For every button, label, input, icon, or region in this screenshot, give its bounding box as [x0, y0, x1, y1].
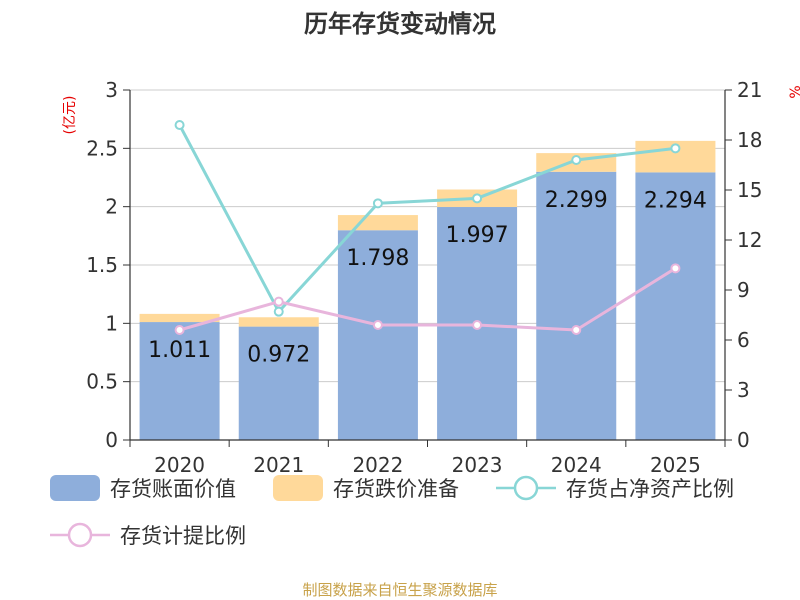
grid — [130, 89, 725, 441]
bar-impairment — [238, 317, 319, 327]
line-point — [472, 193, 483, 204]
line-point — [174, 120, 185, 130]
line-point — [372, 320, 383, 330]
right-tick-label: 9 — [737, 278, 750, 302]
right-tick-label: 6 — [737, 328, 750, 352]
right-axis-unit: % — [788, 85, 800, 98]
line-point — [472, 320, 483, 330]
bar-book-value — [337, 230, 418, 440]
x-tick-label: 2025 — [650, 453, 701, 477]
line-point — [273, 296, 284, 307]
right-tick-label: 21 — [737, 78, 762, 102]
line-provision-ratio — [179, 267, 677, 332]
legend-label: 存货计提比例 — [120, 524, 246, 548]
line-point — [670, 143, 681, 154]
x-tick-label: 2024 — [551, 453, 602, 477]
bar-value-label: 0.972 — [247, 343, 310, 368]
line-point — [571, 325, 582, 335]
bar-book-value — [536, 171, 617, 441]
legend-label: 存货账面价值 — [110, 477, 236, 501]
line-point — [174, 325, 185, 335]
x-tick-label: 2020 — [154, 453, 205, 477]
x-tick-label: 2021 — [253, 453, 304, 477]
bar-value-label: 2.299 — [545, 188, 608, 213]
legend-label: 存货跌价准备 — [333, 477, 459, 501]
line-inventory-ratio — [178, 124, 676, 315]
bar-value-label: 2.294 — [644, 188, 707, 213]
left-tick-label: 1 — [105, 311, 118, 335]
bar-value-label: 1.011 — [148, 338, 211, 363]
axes: 0 0.5 1 1.5 2 2.5 3 0 3 6 9 12 15 18 21 2020 2021 2022 202… — [86, 78, 762, 477]
left-tick-label: 0 — [105, 428, 118, 452]
left-tick-label: 0.5 — [86, 370, 118, 394]
bar-impairment — [139, 313, 220, 323]
data-labels: 1.011 0.972 1.798 1.997 2.299 2.294 — [148, 188, 707, 368]
bar-book-value — [635, 172, 716, 440]
line-point — [273, 306, 284, 317]
left-tick-label: 2.5 — [86, 136, 118, 160]
x-tick-label: 2023 — [452, 453, 503, 477]
left-tick-label: 3 — [105, 78, 118, 102]
left-axis-unit: (亿元) — [62, 96, 78, 135]
line-point — [670, 263, 681, 274]
x-tick-label: 2022 — [352, 453, 403, 477]
chart-title: 历年存货变动情况 — [304, 10, 496, 38]
bar-impairment — [337, 215, 418, 231]
legend-label: 存货占净资产比例 — [566, 477, 734, 501]
bar-value-label: 1.798 — [346, 246, 409, 271]
bars — [139, 140, 716, 441]
right-tick-label: 15 — [737, 178, 762, 202]
right-tick-label: 18 — [737, 128, 762, 152]
legend-marker — [513, 475, 539, 501]
bar-book-value — [139, 322, 220, 440]
bar-book-value — [238, 326, 319, 440]
legend-marker — [67, 522, 93, 548]
right-tick-label: 3 — [737, 378, 750, 402]
legend-swatch — [273, 475, 323, 501]
left-tick-label: 1.5 — [86, 253, 118, 277]
right-tick-label: 12 — [737, 228, 762, 252]
right-tick-label: 0 — [737, 428, 750, 452]
bar-value-label: 1.997 — [446, 223, 509, 248]
source-note: 制图数据来自恒生聚源数据库 — [302, 581, 497, 599]
legend-swatch — [50, 475, 100, 501]
lines — [174, 120, 681, 335]
line-point — [571, 155, 582, 165]
line-point — [372, 198, 383, 209]
left-tick-label: 2 — [105, 195, 118, 219]
